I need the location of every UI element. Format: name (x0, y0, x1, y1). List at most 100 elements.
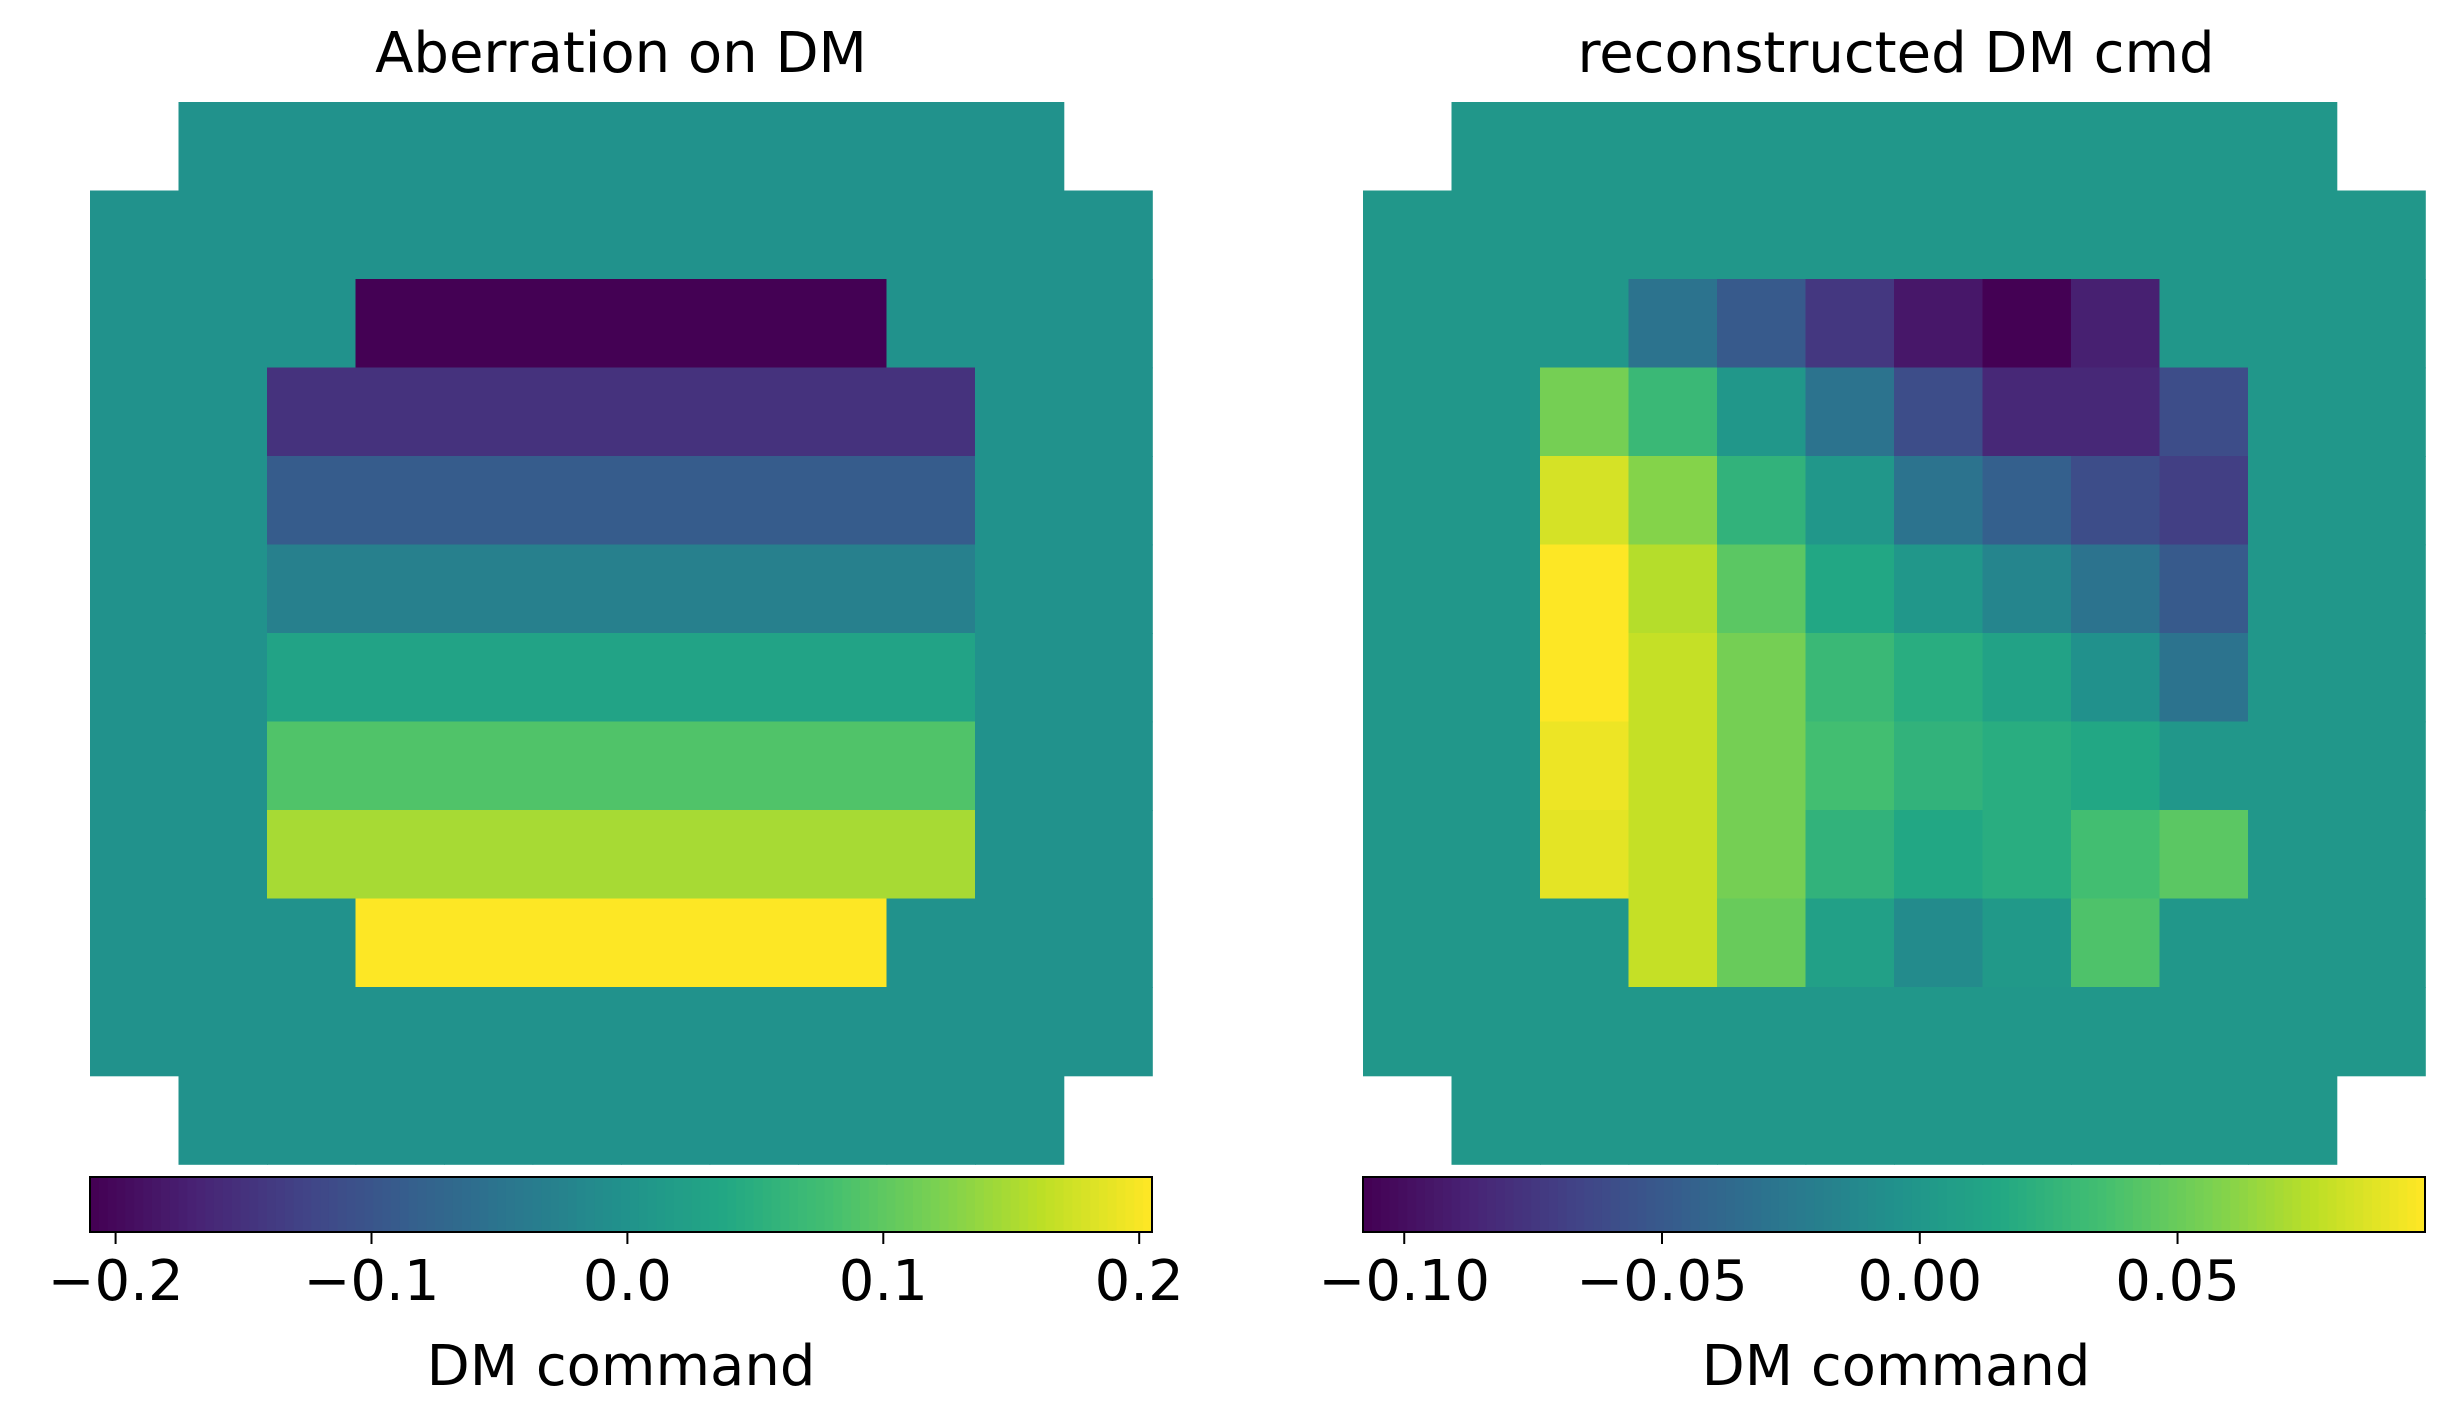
panel-reconstructed: reconstructed DM cmd −0.10 −0.05 0.00 0.05 … (1318, 21, 2426, 1399)
heatmap-cell (2248, 1075, 2338, 1165)
heatmap-cell (798, 367, 888, 457)
heatmap-cell (2071, 190, 2161, 280)
colorbar-segment (267, 1177, 277, 1232)
heatmap-cell (1982, 456, 2072, 546)
colorbar-segment (2292, 1177, 2302, 1232)
colorbar-segment (1796, 1177, 1807, 1232)
colorbar-segment (709, 1177, 720, 1232)
heatmap-cell (1451, 1075, 1541, 1165)
heatmap-cell (355, 633, 445, 723)
heatmap-cell (267, 456, 357, 546)
heatmap-cell (1982, 102, 2072, 192)
heatmap-cell (444, 810, 534, 900)
colorbar-segment (762, 1177, 773, 1232)
heatmap-cell (621, 190, 711, 280)
heatmap-cell (2336, 544, 2426, 634)
heatmap-cell (532, 987, 622, 1077)
colorbar-segment (1513, 1177, 1524, 1232)
heatmap-cell (798, 810, 888, 900)
colorbar-segment (116, 1177, 127, 1232)
colorbar-segment (2416, 1177, 2426, 1232)
colorbar-segment (1699, 1177, 1709, 1232)
colorbar-segment (2177, 1177, 2187, 1232)
colorbar-segment (2345, 1177, 2355, 1232)
heatmap-cell (444, 898, 534, 988)
heatmap-cell (267, 544, 357, 634)
heatmap-cell (1717, 456, 1807, 546)
colorbar-segment (2115, 1177, 2125, 1232)
colorbar-segment (629, 1177, 640, 1232)
heatmap-cell (2248, 190, 2338, 280)
heatmap-cell (355, 721, 445, 811)
heatmap-cell (2071, 544, 2161, 634)
colorbar-segment (2354, 1177, 2364, 1232)
colorbar-segment (2301, 1177, 2311, 1232)
heatmap-cell (355, 279, 445, 369)
heatmap-cell (1894, 810, 1984, 900)
colorbar-segment (2159, 1177, 2170, 1232)
heatmap-cell (2159, 367, 2249, 457)
heatmap-cell (621, 367, 711, 457)
colorbar-segment (895, 1177, 905, 1232)
colorbar-segment (1116, 1177, 1127, 1232)
colorbar-segment (497, 1177, 507, 1232)
heatmap-cell (1363, 279, 1453, 369)
heatmap-cell (532, 721, 622, 811)
heatmap-cell (975, 544, 1065, 634)
colorbar-segment (373, 1177, 383, 1232)
heatmap-cell (1063, 456, 1153, 546)
heatmap-cell (1628, 810, 1718, 900)
colorbar-segment (1920, 1177, 1931, 1232)
heatmap-cell (1363, 987, 1453, 1077)
colorbar-segment (1010, 1177, 1021, 1232)
heatmap-cell (355, 456, 445, 546)
heatmap-cell (1540, 987, 1630, 1077)
colorbar-segment (1655, 1177, 1665, 1232)
heatmap-cell (1982, 633, 2072, 723)
colorbar-segment (1063, 1177, 1074, 1232)
heatmap-cell (1805, 633, 1895, 723)
heatmap-cell (2336, 721, 2426, 811)
heatmap-cell (267, 102, 357, 192)
colorbar-segment (1938, 1177, 1948, 1232)
colorbar-segment (621, 1177, 631, 1232)
colorbar-segment (2053, 1177, 2063, 1232)
heatmap-cell (709, 810, 799, 900)
colorbar-segment (1663, 1177, 1674, 1232)
heatmap-cell (886, 279, 976, 369)
heatmap-cell (90, 279, 180, 369)
heatmap-cell (178, 898, 268, 988)
colorbar-segment (957, 1177, 967, 1232)
colorbar-segment (2407, 1177, 2417, 1232)
heatmap-cell (1063, 279, 1153, 369)
colorbar-segment (1054, 1177, 1065, 1232)
heatmap-cell (1982, 190, 2072, 280)
heatmap-cell (532, 633, 622, 723)
heatmap-cell (1805, 987, 1895, 1077)
colorbar-segment (1575, 1177, 1586, 1232)
colorbar-segment (320, 1177, 330, 1232)
colorbar-segment (930, 1177, 941, 1232)
heatmap-cell (798, 633, 888, 723)
colorbar-segment (1389, 1177, 1400, 1232)
heatmap-cell (1805, 456, 1895, 546)
colorbar-segment (665, 1177, 675, 1232)
colorbar-segment (2248, 1177, 2258, 1232)
heatmap-cell (1894, 898, 1984, 988)
heatmap-cell (1540, 102, 1630, 192)
heatmap-cell (267, 279, 357, 369)
colorbar-segment (1134, 1177, 1144, 1232)
heatmap-cell (886, 633, 976, 723)
heatmap-cell (621, 987, 711, 1077)
colorbar-segment (1823, 1177, 1833, 1232)
colorbar-segment (585, 1177, 596, 1232)
heatmap-cell (2071, 721, 2161, 811)
heatmap-cell (1540, 190, 1630, 280)
colorbar-segment (913, 1177, 923, 1232)
heatmap-cell (2071, 810, 2161, 900)
colorbar-segment (2256, 1177, 2267, 1232)
heatmap-cell (1363, 456, 1453, 546)
colorbar-segment (2106, 1177, 2117, 1232)
heatmap-cell (532, 898, 622, 988)
colorbar-segment (550, 1177, 560, 1232)
